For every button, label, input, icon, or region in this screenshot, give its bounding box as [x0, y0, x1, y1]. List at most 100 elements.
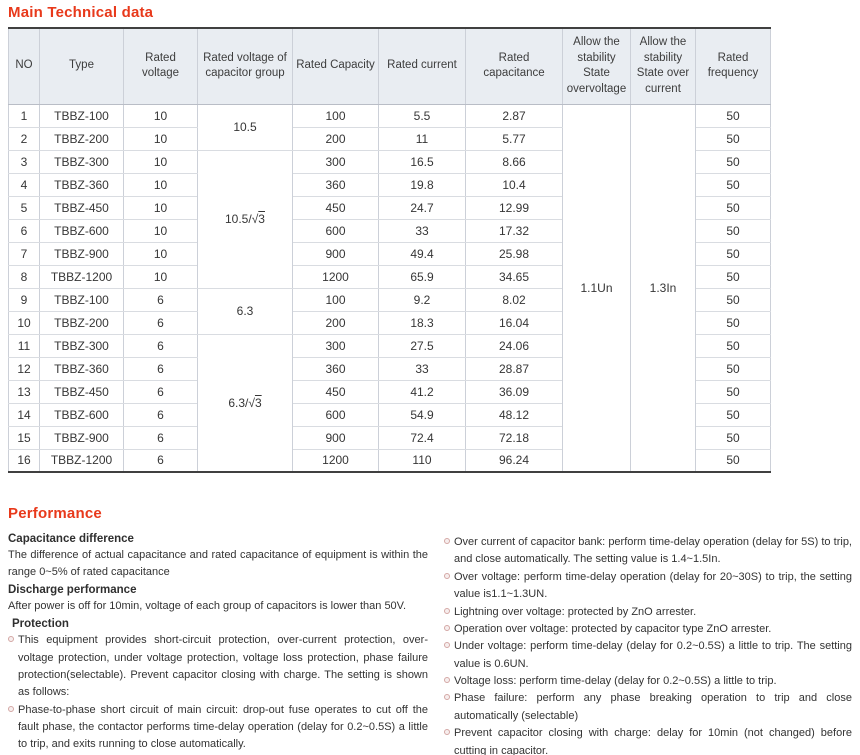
bullet-text: Phase failure: perform any phase breakin…: [454, 692, 852, 722]
cell-no: 7: [8, 241, 40, 266]
sqrt-symbol: √: [248, 395, 255, 410]
cell-rated-current: 18.3: [378, 310, 466, 335]
table-row: 16 TBBZ-1200 6 1200 110 96.24 50: [8, 448, 771, 473]
cell-rated-current: 11: [378, 126, 466, 151]
discharge-performance-heading: Discharge performance: [8, 584, 137, 597]
cell-rated-frequency: 50: [695, 356, 771, 381]
cell-capacitor-group: 6.3/√3: [197, 333, 293, 473]
table-row: 7 TBBZ-900 10 900 49.4 25.98 50: [8, 241, 771, 266]
cell-rated-capacity: 600: [292, 218, 379, 243]
cell-type: TBBZ-450: [39, 379, 124, 404]
bullet-text: Lightning over voltage: protected by ZnO…: [454, 605, 697, 618]
cell-rated-capacitance: 10.4: [465, 172, 563, 197]
cell-rated-current: 5.5: [378, 103, 466, 128]
cell-rated-frequency: 50: [695, 379, 771, 404]
cell-rated-voltage: 6: [123, 287, 198, 312]
cell-rated-capacitance: 34.65: [465, 264, 563, 289]
table-row: 14 TBBZ-600 6 600 54.9 48.12 50: [8, 402, 771, 427]
cell-rated-voltage: 6: [123, 333, 198, 358]
capacitance-difference-text: The difference of actual capacitance and…: [8, 549, 428, 579]
cell-rated-voltage: 6: [123, 402, 198, 427]
bullet-text: Voltage loss: perform time-delay (delay …: [454, 675, 777, 687]
bullet-text: Over current of capacitor bank: perform …: [454, 536, 852, 566]
cell-rated-current: 49.4: [378, 241, 466, 266]
cell-type: TBBZ-100: [39, 103, 124, 128]
cell-no: 6: [8, 218, 40, 243]
cell-rated-current: 41.2: [378, 379, 466, 404]
cell-rated-capacitance: 2.87: [465, 103, 563, 128]
bullet-item: Over voltage: perform time-delay operati…: [444, 569, 852, 604]
protection-bullet-list: This equipment provides short-circuit pr…: [8, 632, 428, 755]
table-row: 8 TBBZ-1200 10 1200 65.9 34.65 50: [8, 264, 771, 289]
bullet-text: This equipment provides short-circuit pr…: [18, 634, 428, 699]
cell-rated-capacity: 900: [292, 241, 379, 266]
bullet-item: This equipment provides short-circuit pr…: [8, 632, 428, 702]
settings-bullet-list: Over current of capacitor bank: perform …: [444, 534, 852, 755]
header-rated-current: Rated current: [378, 27, 466, 105]
cell-type: TBBZ-300: [39, 333, 124, 358]
cell-rated-capacity: 300: [292, 333, 379, 358]
bullet-ring-icon: [444, 572, 450, 579]
cell-no: 11: [8, 333, 40, 358]
cell-capacitor-group: 6.3: [197, 287, 293, 335]
discharge-performance-text: After power is off for 10min, voltage of…: [8, 600, 407, 613]
bullet-text: Over voltage: perform time-delay operati…: [454, 570, 852, 601]
cell-rated-frequency: 50: [695, 149, 771, 174]
cell-type: TBBZ-200: [39, 310, 124, 335]
header-rated-frequency: Rated frequency: [695, 27, 771, 105]
cell-rated-current: 19.8: [378, 172, 466, 197]
bullet-item: Over current of capacitor bank: perform …: [444, 534, 852, 569]
cell-rated-capacitance: 12.99: [465, 195, 563, 220]
cell-rated-voltage: 6: [123, 448, 198, 473]
performance-right-column: Over current of capacitor bank: perform …: [444, 530, 852, 755]
table-row: 5 TBBZ-450 10 450 24.7 12.99 50: [8, 195, 771, 220]
cell-rated-frequency: 50: [695, 195, 771, 220]
bullet-item: Lightning over voltage: protected by ZnO…: [444, 604, 852, 621]
cell-rated-voltage: 10: [123, 126, 198, 151]
cell-rated-capacitance: 8.02: [465, 287, 563, 312]
cell-rated-current: 16.5: [378, 149, 466, 174]
cell-no: 2: [8, 126, 40, 151]
cell-rated-capacitance: 16.04: [465, 310, 563, 335]
cell-rated-voltage: 10: [123, 172, 198, 197]
technical-data-table: NO Type Rated voltage Rated voltage of c…: [8, 27, 771, 473]
cell-no: 12: [8, 356, 40, 381]
sqrt-radicand: 3: [258, 212, 265, 226]
header-rated-voltage: Rated voltage: [123, 27, 198, 105]
cell-rated-capacitance: 17.32: [465, 218, 563, 243]
cell-rated-frequency: 50: [695, 172, 771, 197]
cell-rated-voltage: 10: [123, 103, 198, 128]
bullet-ring-icon: [8, 636, 14, 643]
page-title: Main Technical data: [8, 4, 154, 21]
header-no: NO: [8, 27, 40, 105]
bullet-ring-icon: [444, 538, 450, 544]
cell-no: 9: [8, 287, 40, 312]
bullet-text: Phase-to-phase short circuit of main cir…: [18, 703, 428, 751]
cell-no: 8: [8, 264, 40, 289]
cell-no: 14: [8, 402, 40, 427]
cell-rated-current: 72.4: [378, 425, 466, 450]
cell-rated-capacity: 900: [292, 425, 379, 450]
table-row: 2 TBBZ-200 10 200 11 5.77 50: [8, 126, 771, 151]
cell-rated-frequency: 50: [695, 126, 771, 151]
bullet-item: Voltage loss: perform time-delay (delay …: [444, 673, 852, 690]
table-row: 11 TBBZ-300 6 6.3/√3 300 27.5 24.06 50: [8, 333, 771, 473]
cell-rated-frequency: 50: [695, 218, 771, 243]
cell-type: TBBZ-600: [39, 218, 124, 243]
header-overvoltage: Allow the stability State overvoltage: [562, 27, 631, 105]
cell-rated-voltage: 6: [123, 379, 198, 404]
cell-type: TBBZ-1200: [39, 448, 124, 473]
cell-type: TBBZ-900: [39, 425, 124, 450]
cell-rated-capacity: 450: [292, 195, 379, 220]
bullet-text: Prevent capacitor closing with charge: d…: [454, 727, 852, 755]
cell-rated-voltage: 10: [123, 195, 198, 220]
table-header-row: NO Type Rated voltage Rated voltage of c…: [8, 27, 771, 105]
cell-rated-capacity: 1200: [292, 448, 379, 473]
cell-rated-capacitance: 96.24: [465, 448, 563, 473]
header-capacitor-group: Rated voltage of capacitor group: [197, 27, 293, 105]
header-type: Type: [39, 27, 124, 105]
cell-rated-capacity: 200: [292, 126, 379, 151]
bullet-ring-icon: [8, 705, 14, 712]
table-header: NO Type Rated voltage Rated voltage of c…: [8, 27, 771, 105]
performance-section: Performance Capacitance difference The d…: [8, 505, 852, 755]
